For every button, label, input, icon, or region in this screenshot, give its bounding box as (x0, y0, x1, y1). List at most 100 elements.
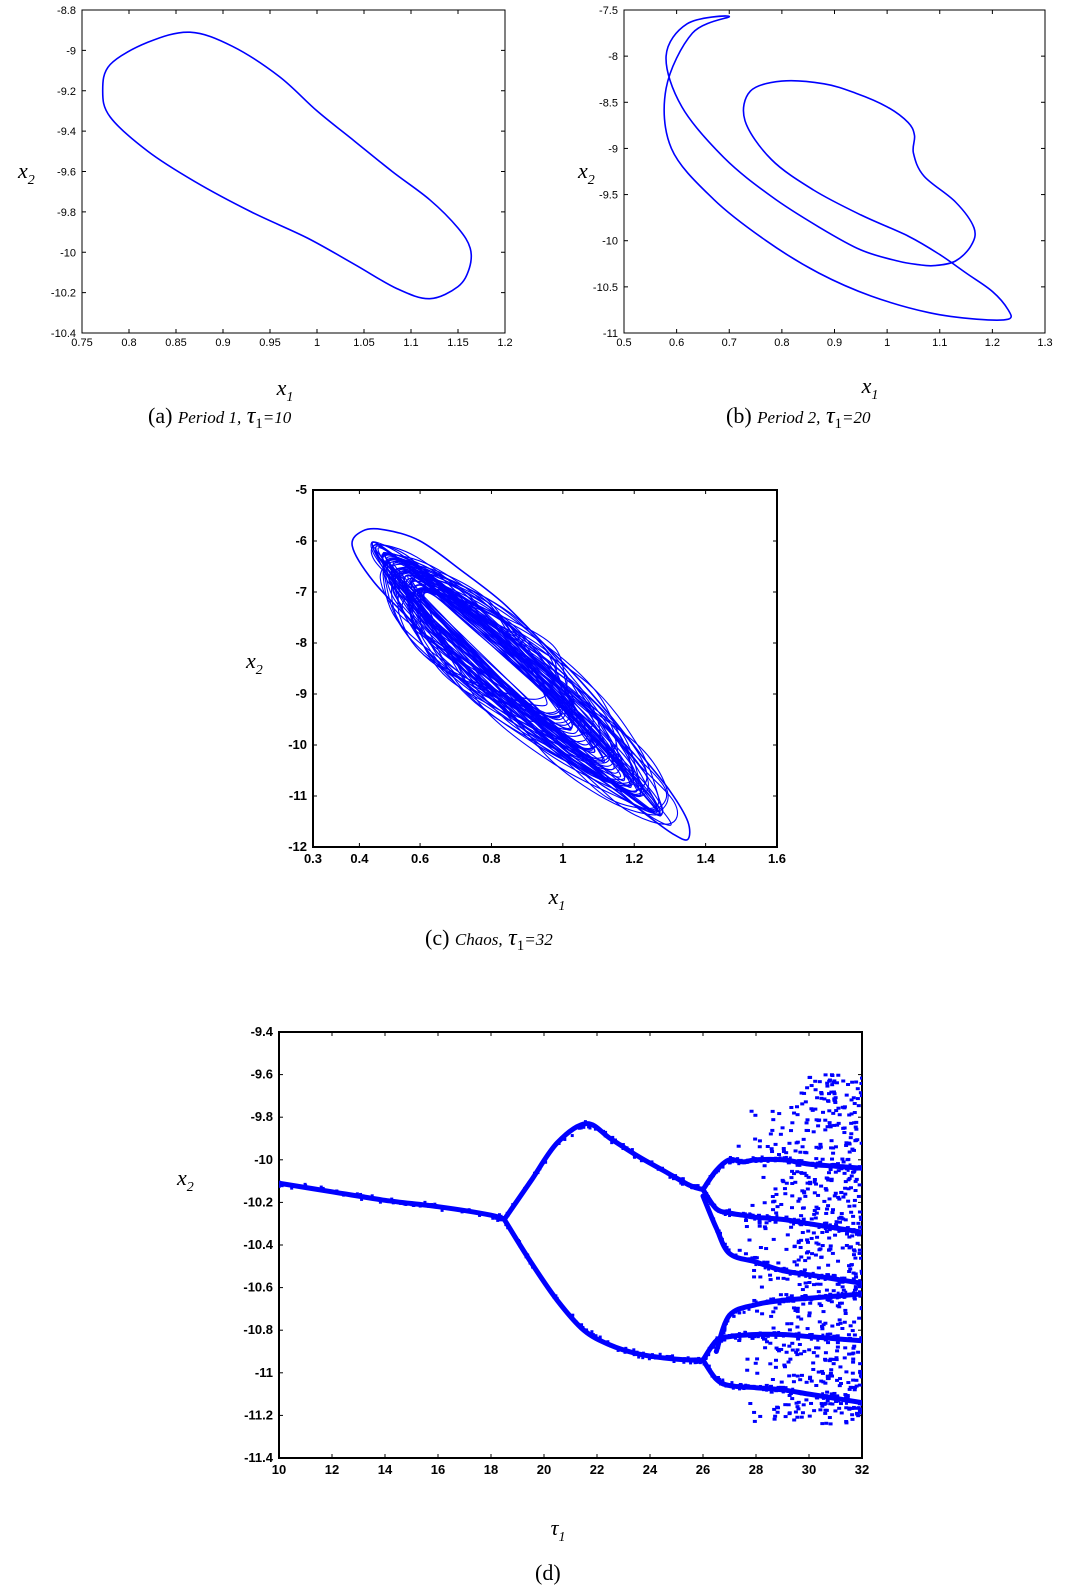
bifurcation-point (538, 1167, 542, 1171)
bifurcation-point (497, 1213, 501, 1217)
bifurcation-point (761, 1332, 765, 1336)
bifurcation-point (650, 1160, 654, 1164)
chaos-point (842, 1356, 847, 1360)
chaos-point (744, 1218, 749, 1222)
chaos-point (827, 1124, 832, 1128)
chaos-point (816, 1242, 821, 1246)
chaos-point (774, 1389, 779, 1393)
chaos-point (858, 1362, 862, 1366)
bifurcation-point (758, 1331, 762, 1335)
bifurcation-point (647, 1357, 651, 1361)
bifurcation-point (708, 1175, 712, 1179)
chaos-point (840, 1157, 845, 1161)
bifurcation-point (314, 1188, 318, 1192)
bifurcation-point (588, 1333, 592, 1337)
chaos-point (818, 1145, 823, 1149)
chaos-point (819, 1184, 824, 1188)
bifurcation-point (522, 1249, 526, 1253)
chaos-point (808, 1182, 813, 1186)
bifurcation-point (654, 1356, 658, 1360)
chaos-point (847, 1387, 852, 1391)
attractor-loop (401, 588, 571, 724)
bifurcation-point (799, 1270, 803, 1274)
chaos-point (807, 1314, 812, 1318)
bifurcation-point (399, 1201, 403, 1205)
bifurcation-point (729, 1312, 733, 1316)
bifurcation-point (778, 1156, 782, 1160)
chaos-point (838, 1321, 843, 1325)
bifurcation-point (641, 1351, 645, 1355)
chaos-point (853, 1272, 858, 1276)
bifurcation-point (695, 1360, 699, 1364)
x-tick-label: 0.6 (669, 337, 684, 349)
bifurcation-point (715, 1226, 719, 1230)
bifurcation-point (604, 1130, 608, 1134)
bifurcation-point (815, 1161, 819, 1165)
chaos-point (853, 1179, 858, 1183)
attractor-loop (384, 553, 658, 812)
bifurcation-point (707, 1364, 711, 1368)
attractor-loop (403, 574, 668, 811)
bifurcation-point (805, 1297, 809, 1301)
chaos-point (796, 1400, 801, 1404)
chaos-point (811, 1367, 816, 1371)
chaos-point (782, 1159, 787, 1163)
chaos-point (771, 1326, 776, 1330)
chaos-point (827, 1092, 832, 1096)
chaos-point (844, 1243, 849, 1247)
bifurcation-point (811, 1271, 815, 1275)
bifurcation-point (286, 1182, 290, 1186)
chaos-point (776, 1261, 781, 1265)
bifurcation-point (505, 1211, 509, 1215)
chaos-point (854, 1080, 859, 1084)
chaos-point (828, 1336, 833, 1340)
bifurcation-point (730, 1253, 734, 1257)
chaos-point (795, 1348, 800, 1352)
chaos-point (811, 1130, 816, 1134)
chaos-point (848, 1267, 853, 1271)
chaos-point (812, 1212, 817, 1216)
bifurcation-point (570, 1129, 574, 1133)
chaos-point (794, 1401, 799, 1405)
chaos-point (811, 1361, 816, 1365)
bifurcation-point (418, 1204, 422, 1208)
bifurcation-point (759, 1159, 763, 1163)
chaos-point (856, 1221, 861, 1225)
bifurcation-point (769, 1387, 773, 1391)
bifurcation-point (824, 1293, 828, 1297)
chaos-point (823, 1187, 828, 1191)
chaos-point (846, 1381, 851, 1385)
bifurcation-point (850, 1293, 854, 1297)
x-tick-label: 10 (272, 1462, 286, 1477)
bifurcation-point (591, 1333, 595, 1337)
y-tick-label: -9.6 (57, 167, 76, 179)
chaos-point (830, 1211, 835, 1215)
chaos-point (850, 1417, 855, 1421)
bifurcation-point (767, 1215, 771, 1219)
chaos-point (853, 1125, 858, 1129)
bifurcation-point (541, 1161, 545, 1165)
chaos-point (836, 1195, 841, 1199)
chaos-point (843, 1218, 848, 1222)
chaos-point (764, 1340, 769, 1344)
chaos-point (823, 1411, 828, 1415)
chaos-point (827, 1197, 832, 1201)
y-tick-label: -9.6 (251, 1067, 273, 1082)
caption-c: (c) Chaos, τ1=32 (425, 925, 553, 955)
chaos-point (781, 1276, 786, 1280)
bifurcation-point (410, 1203, 414, 1207)
chaos-point (850, 1147, 855, 1151)
chaos-point (836, 1106, 841, 1110)
chaos-point (834, 1220, 839, 1224)
chaos-point (835, 1341, 840, 1345)
bifurcation-point (493, 1215, 497, 1219)
chaos-point (773, 1414, 778, 1418)
attractor-loop (392, 561, 659, 813)
chaos-point (792, 1111, 797, 1115)
x-tick-label: 0.6 (411, 851, 429, 866)
chaos-point (795, 1170, 800, 1174)
chaos-point (800, 1189, 805, 1193)
bifurcation-point (804, 1334, 808, 1338)
y-tick-label: -10 (60, 247, 76, 259)
chaos-point (815, 1354, 820, 1358)
